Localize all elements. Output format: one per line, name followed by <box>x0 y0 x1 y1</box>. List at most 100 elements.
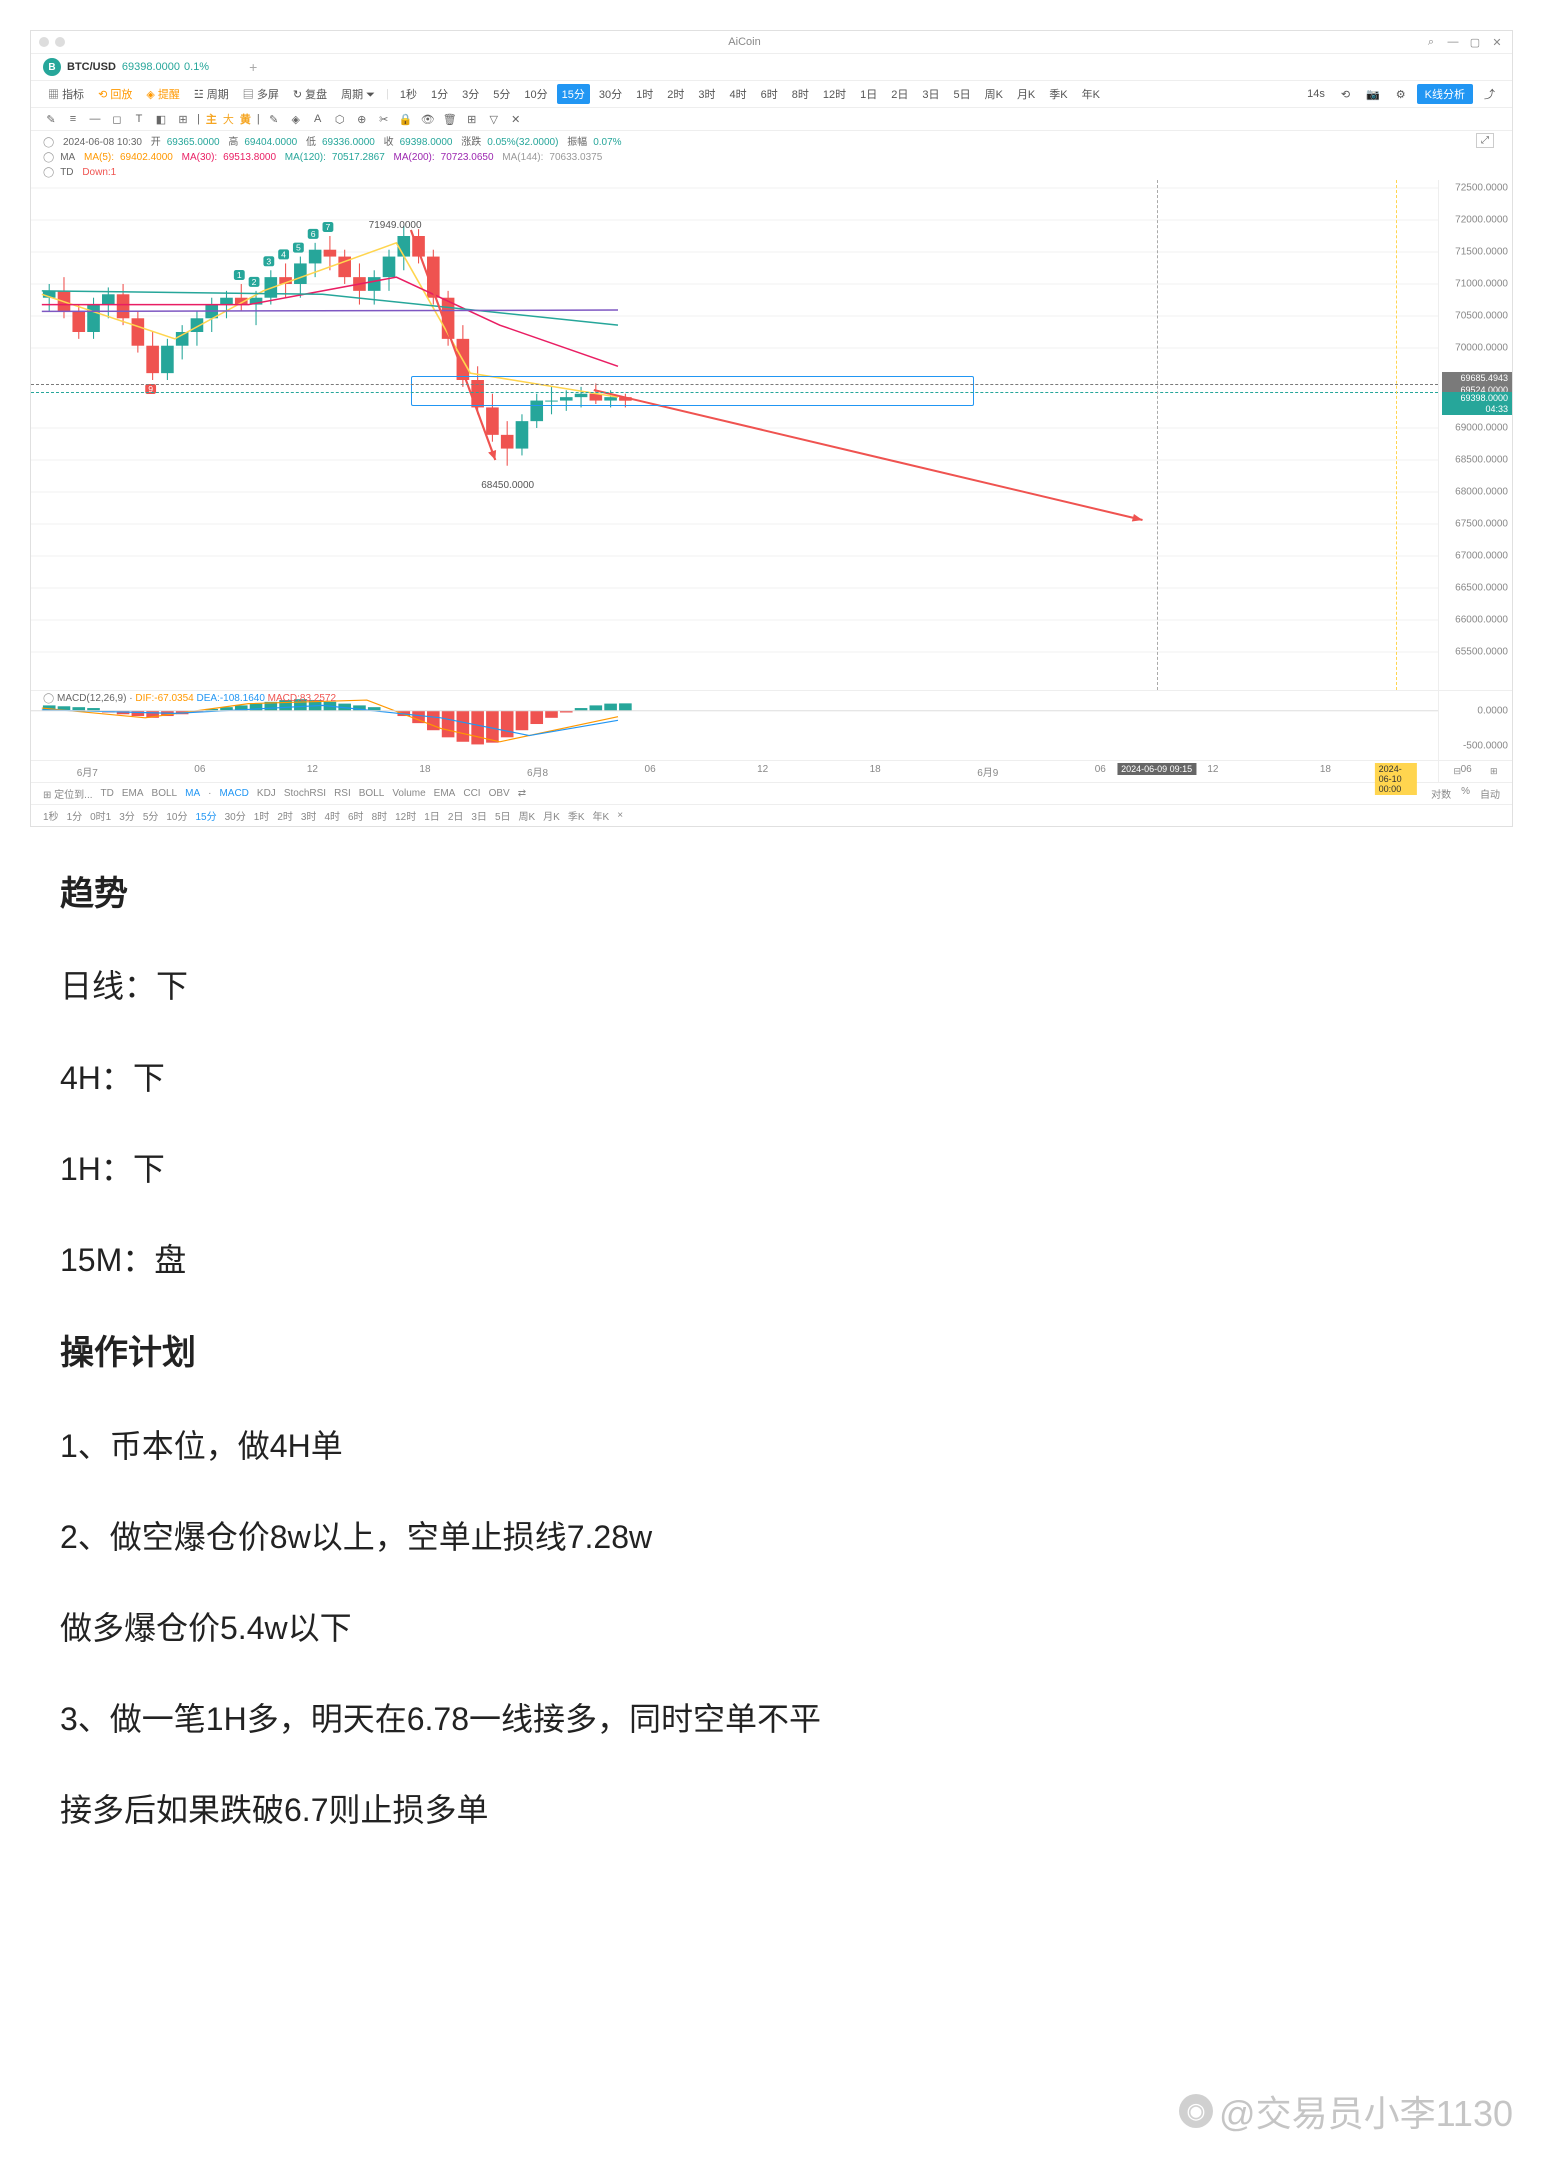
tf-item[interactable]: 6时 <box>756 84 783 104</box>
tf-item[interactable]: 4时 <box>724 84 751 104</box>
drawn-rectangle[interactable] <box>411 376 974 406</box>
ind-item[interactable]: OBV <box>489 788 510 799</box>
tf-bottom-item[interactable]: 6时 <box>348 808 364 823</box>
cut-icon[interactable]: ✂ <box>376 111 392 127</box>
tf-bottom-item[interactable]: 0时1 <box>90 808 111 823</box>
tf-bottom-item[interactable]: 4时 <box>324 808 340 823</box>
camera-icon[interactable]: 📷 <box>1361 86 1385 103</box>
minimize-icon[interactable]: — <box>1446 35 1460 49</box>
tb-period[interactable]: 周期 ⏷ <box>336 84 380 104</box>
symbol-name[interactable]: BTC/USD <box>67 61 116 73</box>
tf-item[interactable]: 3日 <box>917 84 944 104</box>
tf-bottom-item[interactable]: 10分 <box>166 808 187 823</box>
chart-xaxis[interactable]: 6月70612186月80612186月9062024-06-09 09:151… <box>31 760 1512 782</box>
hex-icon[interactable]: ⬡ <box>332 111 348 127</box>
tf-bottom-item[interactable]: 1分 <box>67 808 83 823</box>
tf-bottom-item[interactable]: 12时 <box>395 808 416 823</box>
close-icon[interactable]: ✕ <box>1490 35 1504 49</box>
pct-btn[interactable]: % <box>1461 786 1470 801</box>
tf-item[interactable]: 1时 <box>631 84 658 104</box>
tb-review[interactable]: ↻ 复盘 <box>288 84 332 104</box>
tf-bottom-item[interactable]: 月K <box>543 808 560 823</box>
tf-item[interactable]: 月K <box>1012 84 1040 104</box>
filter-icon[interactable]: ▽ <box>486 111 502 127</box>
draw-icon[interactable]: ✎ <box>266 111 282 127</box>
refresh-icon[interactable]: ⟲ <box>1336 86 1355 103</box>
tf-bottom-item[interactable]: 15分 <box>196 808 217 823</box>
main-label[interactable]: 主 <box>206 111 217 127</box>
tf-bottom-item[interactable]: 2日 <box>448 808 464 823</box>
lines-icon[interactable]: ≡ <box>65 111 81 127</box>
tf-bottom-item[interactable]: 3时 <box>301 808 317 823</box>
goto-btn[interactable]: ⊞ 定位到... <box>43 786 93 801</box>
tf-item[interactable]: 5日 <box>948 84 975 104</box>
tf-item[interactable]: 10分 <box>519 84 552 104</box>
ind-item[interactable]: RSI <box>334 788 351 799</box>
auto-btn[interactable]: 自动 <box>1480 786 1500 801</box>
ind-item[interactable]: MACD <box>219 788 248 799</box>
tb-cycle[interactable]: ☳ 周期 <box>189 84 234 104</box>
ind-item[interactable]: KDJ <box>257 788 276 799</box>
xaxis-tool-icon[interactable]: ⊞ <box>1490 766 1498 777</box>
tf-bottom-item[interactable]: 8时 <box>372 808 388 823</box>
tf-item[interactable]: 30分 <box>594 84 627 104</box>
tf-item[interactable]: 2日 <box>886 84 913 104</box>
tb-replay[interactable]: ⟲ 回放 <box>93 84 137 104</box>
split-icon[interactable]: ◧ <box>153 111 169 127</box>
chart-main[interactable]: 91234567 71949.0000 68450.0000 <box>31 180 1438 690</box>
tf-item[interactable]: 3时 <box>693 84 720 104</box>
tf-bottom-item[interactable]: × <box>617 810 623 821</box>
text-icon[interactable]: T <box>131 111 147 127</box>
ind-item[interactable]: EMA <box>434 788 456 799</box>
tf-bottom-item[interactable]: 5日 <box>495 808 511 823</box>
tf-bottom-item[interactable]: 3日 <box>471 808 487 823</box>
sub-label[interactable]: 大 <box>223 111 234 127</box>
trash-icon[interactable]: 🗑 <box>442 111 458 127</box>
ind-item[interactable]: BOLL <box>359 788 385 799</box>
shape-icon[interactable]: ◈ <box>288 111 304 127</box>
rect-icon[interactable]: ◻ <box>109 111 125 127</box>
ind-item[interactable]: EMA <box>122 788 144 799</box>
tf-item[interactable]: 1秒 <box>395 84 422 104</box>
search-icon[interactable]: ⌕ <box>1424 35 1438 49</box>
ind-item[interactable]: CCI <box>463 788 480 799</box>
macd-main[interactable]: ◯ MACD(12,26,9) · DIF:-67.0354 DEA:-108.… <box>31 691 1438 760</box>
tf-bottom-item[interactable]: 30分 <box>225 808 246 823</box>
tf-item-active[interactable]: 15分 <box>557 84 590 104</box>
huang-label[interactable]: 黄 <box>240 111 251 127</box>
tf-bottom-item[interactable]: 周K <box>519 808 536 823</box>
window-dot[interactable] <box>55 37 65 47</box>
pencil-icon[interactable]: ✎ <box>43 111 59 127</box>
tf-item[interactable]: 1分 <box>426 84 453 104</box>
tb-multi[interactable]: ▤ 多屏 <box>238 84 284 104</box>
ind-more-icon[interactable]: ⇄ <box>518 788 526 799</box>
ind-item[interactable]: Volume <box>392 788 425 799</box>
layout-icon[interactable]: ⊞ <box>464 111 480 127</box>
tf-item[interactable]: 8时 <box>787 84 814 104</box>
annotate-icon[interactable]: A <box>310 111 326 127</box>
ind-item[interactable]: BOLL <box>152 788 178 799</box>
tf-item[interactable]: 3分 <box>457 84 484 104</box>
maximize-icon[interactable]: ▢ <box>1468 35 1482 49</box>
tf-bottom-item[interactable]: 季K <box>568 808 585 823</box>
tf-bottom-item[interactable]: 1秒 <box>43 808 59 823</box>
tf-bottom-item[interactable]: 1时 <box>254 808 270 823</box>
line-icon[interactable]: — <box>87 111 103 127</box>
tb-indicators[interactable]: ▦ 指标 <box>43 84 89 104</box>
tf-bottom-item[interactable]: 2时 <box>277 808 293 823</box>
tf-bottom-item[interactable]: 年K <box>593 808 610 823</box>
tf-item[interactable]: 年K <box>1077 84 1105 104</box>
tf-item[interactable]: 周K <box>980 84 1008 104</box>
tf-bottom-item[interactable]: 1日 <box>424 808 440 823</box>
lock-icon[interactable]: 🔒 <box>398 111 414 127</box>
close-draw-icon[interactable]: ✕ <box>508 111 524 127</box>
tb-alerts[interactable]: ◈ 提醒 <box>141 84 185 104</box>
eye-icon[interactable]: 👁 <box>420 111 436 127</box>
tf-item[interactable]: 12时 <box>818 84 851 104</box>
tf-item[interactable]: 1日 <box>855 84 882 104</box>
share-icon[interactable]: ⤴ <box>1479 84 1500 104</box>
add-tab-button[interactable]: + <box>249 59 257 75</box>
tf-item[interactable]: 季K <box>1044 84 1072 104</box>
tf-item[interactable]: 2时 <box>662 84 689 104</box>
ind-item[interactable]: TD <box>101 788 114 799</box>
